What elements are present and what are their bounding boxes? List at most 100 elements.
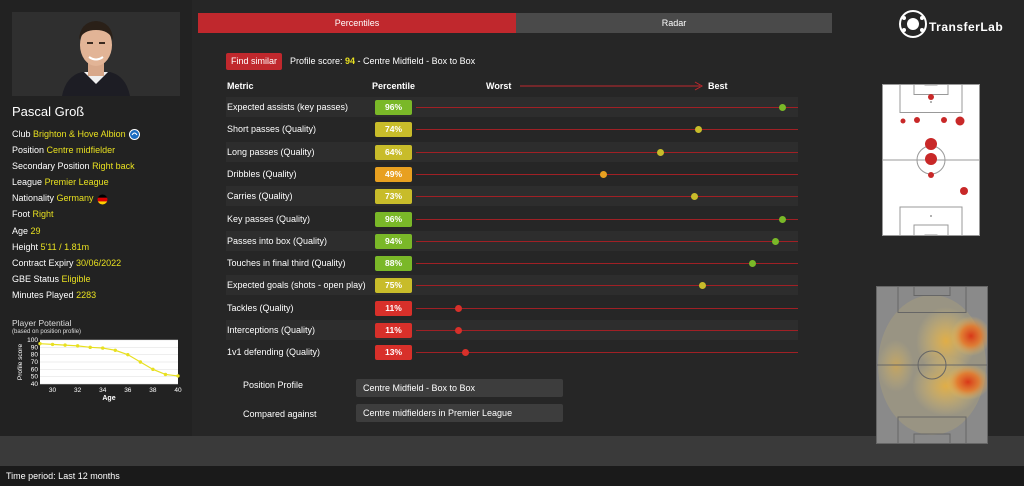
player-info-value: Eligible — [61, 273, 91, 284]
position-profile-label: Position Profile — [243, 380, 304, 390]
percentile-dot[interactable] — [599, 170, 607, 178]
transferlab-logo-icon — [899, 10, 927, 38]
germany-flag-icon — [97, 194, 108, 204]
percentile-dot[interactable] — [779, 215, 787, 223]
player-info-value: Right back — [92, 161, 135, 172]
metric-row: Dribbles (Quality) 49% — [226, 164, 798, 184]
percentile-track — [416, 304, 798, 312]
y-tick-label: 70 — [31, 359, 39, 366]
header-best: Best — [708, 81, 728, 91]
player-info-label: League — [12, 177, 43, 188]
percentile-track — [416, 193, 798, 201]
metric-row: Tackles (Quality) 11% — [226, 298, 798, 318]
x-axis-label: Age — [102, 395, 115, 402]
percentile-dot[interactable] — [454, 327, 462, 334]
y-tick-label: 100 — [27, 337, 38, 344]
worst-best-arrow — [520, 81, 704, 91]
potential-title: Player Potential — [12, 318, 72, 328]
player-info-label: Secondary Position — [12, 161, 90, 172]
potential-point[interactable] — [151, 367, 155, 372]
potential-point[interactable] — [163, 372, 168, 377]
metric-label: Carries (Quality) — [227, 191, 293, 202]
potential-point[interactable] — [50, 342, 55, 347]
percentile-track — [416, 282, 798, 290]
metric-label: Dribbles (Quality) — [227, 168, 297, 179]
player-panel: Pascal Groß Club Brighton & Hove Albion P… — [0, 0, 192, 436]
player-info-label: Nationality — [12, 193, 55, 204]
player-info-label: Age — [12, 225, 29, 236]
metric-label: Passes into box (Quality) — [227, 235, 328, 246]
percentile-badge: 94% — [375, 233, 412, 249]
x-tick-label: 30 — [49, 387, 57, 394]
player-info-value: 5'11 / 1.81m — [40, 241, 90, 252]
player-info-label: GBE Status — [12, 273, 60, 284]
player-info-value: 29 — [30, 225, 41, 236]
player-info-row: Minutes Played 2283 — [12, 287, 190, 303]
metric-row: Touches in final third (Quality) 88% — [226, 253, 798, 273]
profile-score: Profile score: 94 - Centre Midfield - Bo… — [290, 56, 475, 66]
potential-point[interactable] — [138, 360, 143, 364]
potential-point[interactable] — [75, 344, 80, 348]
pitch-positions-map — [882, 84, 980, 236]
metric-label: Interceptions (Quality) — [227, 325, 316, 335]
compared-against-field[interactable]: Centre midfielders in Premier League — [356, 404, 563, 422]
percentile-dot[interactable] — [454, 304, 462, 312]
player-info-label: Minutes Played — [12, 289, 74, 300]
player-photo — [12, 12, 180, 96]
percentile-dot[interactable] — [656, 148, 664, 156]
metric-row: Passes into box (Quality) 94% — [226, 230, 798, 251]
player-name: Pascal Groß — [12, 104, 85, 119]
potential-point[interactable] — [38, 341, 42, 346]
player-info-row: GBE Status Eligible — [12, 271, 190, 287]
percentile-badge: 73% — [375, 189, 412, 205]
percentile-dot[interactable] — [695, 126, 703, 134]
potential-point[interactable] — [101, 346, 105, 350]
percentile-dot[interactable] — [699, 282, 706, 290]
footer: Time period: Last 12 months — [0, 466, 1024, 486]
tab-percentiles[interactable]: Percentiles — [198, 13, 516, 33]
player-info-label: Contract Expiry — [12, 257, 74, 268]
percentile-dot[interactable] — [691, 193, 699, 201]
header-percentile: Percentile — [372, 81, 416, 91]
metric-label: Tackles (Quality) — [227, 302, 294, 313]
pitch-panel: TransferLab — [838, 0, 1024, 444]
percentile-dot[interactable] — [771, 237, 779, 245]
find-similar-button[interactable]: Find similar — [226, 53, 283, 70]
potential-subtitle: (based on position profile) — [12, 329, 82, 335]
percentile-track — [416, 215, 798, 223]
tab-radar[interactable]: Radar — [516, 13, 832, 33]
player-info-value: Right — [32, 209, 54, 220]
potential-point[interactable] — [126, 352, 130, 357]
profile-score-value: 94 — [345, 56, 356, 66]
y-tick-label: 60 — [31, 366, 39, 373]
player-info-label: Foot — [12, 209, 31, 220]
metric-label: Touches in final third (Quality) — [227, 258, 346, 269]
percentile-badge: 96% — [375, 100, 412, 115]
percentile-dot[interactable] — [462, 349, 470, 357]
percentile-dot[interactable] — [779, 104, 787, 111]
club-crest-icon — [128, 129, 140, 141]
percentile-track — [416, 349, 798, 357]
percentile-badge: 11% — [375, 300, 412, 316]
potential-point[interactable] — [63, 343, 67, 347]
percentile-dot[interactable] — [748, 260, 756, 268]
percentile-badge: 75% — [375, 278, 412, 294]
player-info-value: Premier League — [44, 177, 109, 188]
player-info-list: Club Brighton & Hove Albion Position Cent… — [12, 126, 190, 303]
metric-row: Expected assists (key passes) 96% — [226, 97, 798, 117]
potential-point[interactable] — [176, 374, 180, 378]
header-metric: Metric — [227, 81, 254, 91]
percentile-badge: 11% — [375, 323, 412, 338]
percentile-badge: 88% — [375, 256, 412, 272]
potential-point[interactable] — [113, 348, 117, 352]
metric-label: Expected assists (key passes) — [227, 102, 349, 112]
player-info-value: Germany — [56, 193, 94, 204]
player-info-label: Club — [12, 129, 31, 139]
metric-row: Short passes (Quality) 74% — [226, 119, 798, 139]
position-profile-field[interactable]: Centre Midfield - Box to Box — [356, 379, 563, 397]
y-tick-label: 80 — [31, 352, 39, 359]
potential-point[interactable] — [88, 345, 92, 350]
metric-row: Long passes (Quality) 64% — [226, 141, 798, 162]
player-info-value: Centre midfielder — [46, 145, 116, 156]
metric-row: Expected goals (shots - open play) 75% — [226, 275, 798, 296]
